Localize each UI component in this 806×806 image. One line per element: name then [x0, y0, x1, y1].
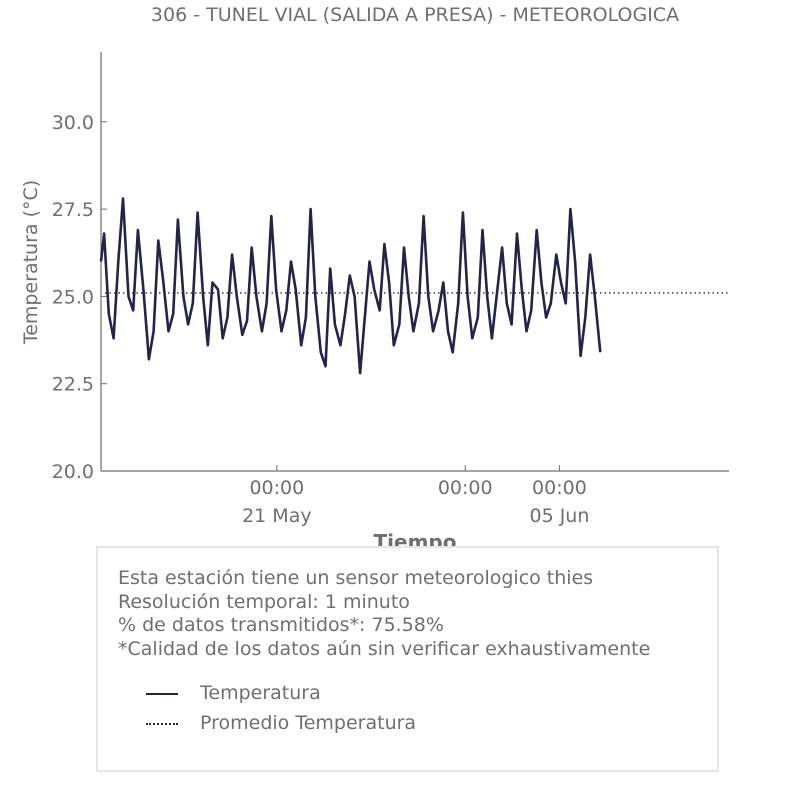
- x-tick-date-label: 05 Jun: [529, 505, 589, 527]
- info-line-quality-note: *Calidad de los datos aún sin verificar …: [118, 637, 651, 660]
- y-axis-label: Temperatura (°C): [20, 180, 42, 345]
- x-tick-date-label: 21 May: [242, 505, 312, 527]
- temperature-series-line: [99, 197, 602, 375]
- x-tick-label: 00:00: [532, 477, 587, 499]
- legend-label: Promedio Temperatura: [200, 712, 417, 734]
- legend-swatch-solid: [146, 693, 178, 695]
- legend-label: Temperatura: [200, 682, 321, 704]
- chart-title: 306 - TUNEL VIAL (SALIDA A PRESA) - METE…: [151, 4, 679, 26]
- legend-swatch-dotted: [146, 723, 178, 725]
- y-tick-label: 22.5: [52, 374, 94, 396]
- info-line-transmitted: % de datos transmitidos*: 75.58%: [118, 614, 444, 636]
- info-line-resolution: Resolución temporal: 1 minuto: [118, 590, 410, 613]
- info-line-sensor: Esta estación tiene un sensor meteorolog…: [118, 567, 594, 589]
- plot-area: 20.0 22.5 25.0 27.5 30.0 00:00 21 May 00:00 00:0…: [52, 52, 729, 527]
- y-tick-label: 30.0: [52, 112, 94, 134]
- y-tick-label: 20.0: [52, 461, 94, 483]
- x-tick-label: 00:00: [438, 477, 493, 499]
- info-legend-box: Esta estación tiene un sensor meteorolog…: [96, 546, 719, 772]
- info-text: Esta estación tiene un sensor meteorolog…: [118, 567, 650, 661]
- y-tick-label: 25.0: [52, 286, 94, 308]
- y-tick-label: 27.5: [52, 199, 94, 221]
- x-tick-label: 00:00: [249, 477, 304, 499]
